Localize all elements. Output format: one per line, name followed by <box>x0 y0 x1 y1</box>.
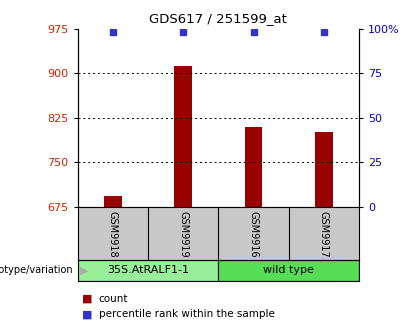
Text: genotype/variation: genotype/variation <box>0 265 74 276</box>
Text: wild type: wild type <box>263 265 314 276</box>
Bar <box>315 132 333 207</box>
Text: GSM9917: GSM9917 <box>319 211 329 258</box>
Text: GSM9918: GSM9918 <box>108 211 118 258</box>
Bar <box>245 126 262 207</box>
Bar <box>78 260 218 281</box>
Text: ■: ■ <box>82 309 92 319</box>
Text: percentile rank within the sample: percentile rank within the sample <box>99 309 275 319</box>
Text: count: count <box>99 294 128 304</box>
Text: ▶: ▶ <box>80 265 88 276</box>
Text: GSM9919: GSM9919 <box>178 211 188 258</box>
Bar <box>174 66 192 207</box>
Bar <box>218 260 359 281</box>
Text: ■: ■ <box>82 294 92 304</box>
Title: GDS617 / 251599_at: GDS617 / 251599_at <box>150 12 287 25</box>
Bar <box>104 196 122 207</box>
Text: GSM9916: GSM9916 <box>249 211 259 258</box>
Text: 35S.AtRALF1-1: 35S.AtRALF1-1 <box>107 265 189 276</box>
